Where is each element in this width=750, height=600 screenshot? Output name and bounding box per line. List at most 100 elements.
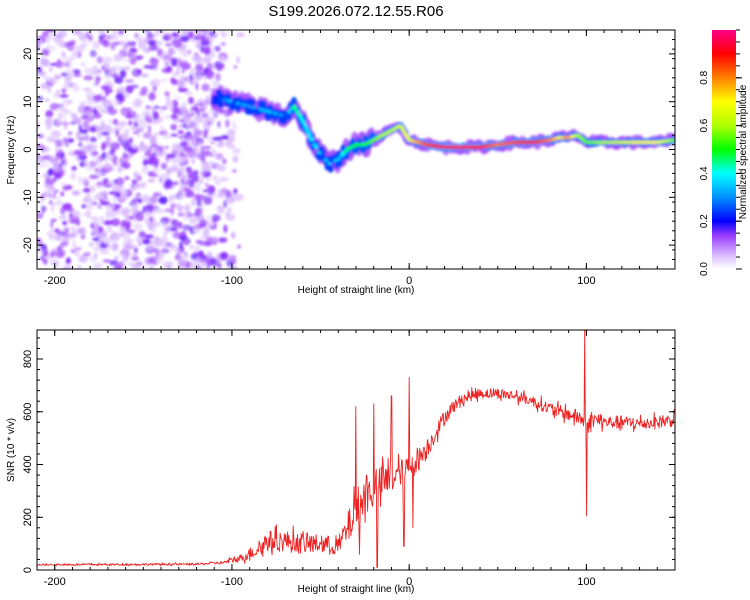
colorbar-tick-label: 0.4: [699, 166, 710, 180]
noise-speck: [90, 137, 97, 143]
noise-speck: [104, 164, 112, 171]
noise-speck: [185, 191, 193, 198]
noise-speck: [64, 77, 71, 86]
noise-speck: [138, 183, 147, 188]
noise-speck: [105, 35, 114, 40]
noise-speck: [131, 202, 138, 209]
noise-speck: [105, 93, 108, 96]
noise-speck: [81, 63, 86, 67]
noise-speck: [160, 28, 165, 35]
noise-speck: [78, 176, 82, 184]
noise-speck: [128, 230, 135, 233]
y-tick-label: 200: [22, 508, 34, 526]
ridge-core: [305, 128, 309, 131]
x-tick-label: -100: [221, 576, 243, 588]
noise-speck: [145, 111, 151, 118]
noise-speck: [50, 202, 55, 206]
noise-speck: [92, 237, 100, 241]
noise-speck: [231, 232, 236, 239]
noise-speck: [145, 105, 151, 109]
noise-speck: [90, 50, 97, 57]
noise-speck: [230, 134, 235, 139]
noise-speck: [102, 237, 110, 242]
noise-speck: [213, 175, 219, 181]
colorbar-label: Normalized spectral amplitude: [738, 84, 749, 219]
noise-speck: [50, 220, 53, 228]
noise-speck: [102, 100, 112, 108]
noise-speck: [236, 33, 245, 38]
noise-speck: [123, 144, 132, 152]
noise-speck: [86, 100, 95, 105]
noise-speck: [195, 82, 198, 90]
noise-speck: [62, 221, 67, 226]
noise-speck: [63, 115, 66, 121]
noise-speck: [218, 63, 221, 70]
noise-speck: [59, 94, 68, 98]
noise-speck: [134, 196, 138, 203]
y-tick-label: 600: [22, 403, 34, 421]
noise-speck: [59, 215, 68, 219]
y-tick-label: 0: [22, 146, 34, 152]
noise-speck: [173, 32, 180, 38]
noise-speck: [123, 42, 128, 51]
noise-speck: [127, 51, 134, 58]
noise-speck: [178, 130, 184, 134]
noise-speck: [124, 254, 128, 262]
noise-speck: [162, 52, 166, 55]
spectrogram-x-axis-label: Height of straight line (km): [298, 285, 415, 296]
ridge-core: [336, 157, 340, 160]
noise-speck: [101, 85, 110, 89]
noise-speck: [217, 193, 225, 197]
noise-speck: [84, 161, 90, 166]
noise-speck: [196, 41, 202, 49]
noise-speck: [190, 263, 194, 269]
noise-speck: [173, 96, 181, 100]
noise-speck: [120, 69, 126, 78]
noise-speck: [180, 206, 185, 209]
noise-speck: [74, 150, 83, 156]
noise-speck: [72, 190, 81, 195]
noise-speck: [111, 205, 115, 209]
noise-speck: [70, 231, 76, 240]
noise-speck: [103, 125, 112, 132]
noise-speck: [184, 77, 187, 82]
noise-speck: [165, 146, 169, 149]
ridge-core: [306, 131, 310, 134]
noise-speck: [149, 265, 154, 271]
noise-speck: [133, 171, 138, 179]
noise-speck: [151, 107, 155, 111]
noise-speck: [113, 119, 118, 125]
noise-speck: [113, 158, 117, 166]
noise-speck: [170, 77, 175, 83]
noise-speck: [221, 135, 229, 139]
noise-speck: [128, 111, 131, 118]
y-tick-label: -20: [22, 237, 34, 253]
noise-speck: [234, 126, 239, 130]
noise-speck: [195, 265, 202, 271]
noise-speck: [115, 129, 119, 136]
noise-speck: [153, 79, 160, 88]
y-tick-label: -10: [22, 189, 34, 205]
noise-speck: [148, 92, 155, 101]
ridge-outer: [218, 100, 224, 108]
noise-speck: [225, 119, 230, 128]
noise-speck: [190, 244, 194, 250]
ridge-outer: [328, 165, 334, 173]
noise-speck: [40, 58, 44, 66]
noise-speck: [57, 119, 62, 124]
noise-speck: [199, 170, 203, 176]
noise-speck: [154, 236, 159, 242]
noise-speck: [197, 112, 200, 116]
noise-speck: [217, 121, 221, 128]
noise-speck: [73, 69, 80, 73]
noise-speck: [171, 114, 178, 120]
noise-speck: [178, 259, 187, 268]
noise-speck: [193, 139, 196, 147]
noise-speck: [206, 215, 212, 221]
noise-speck: [79, 124, 82, 132]
noise-speck: [93, 106, 96, 113]
noise-speck: [206, 70, 214, 77]
noise-speck: [72, 241, 76, 249]
noise-speck: [183, 146, 193, 152]
noise-speck: [103, 183, 112, 188]
